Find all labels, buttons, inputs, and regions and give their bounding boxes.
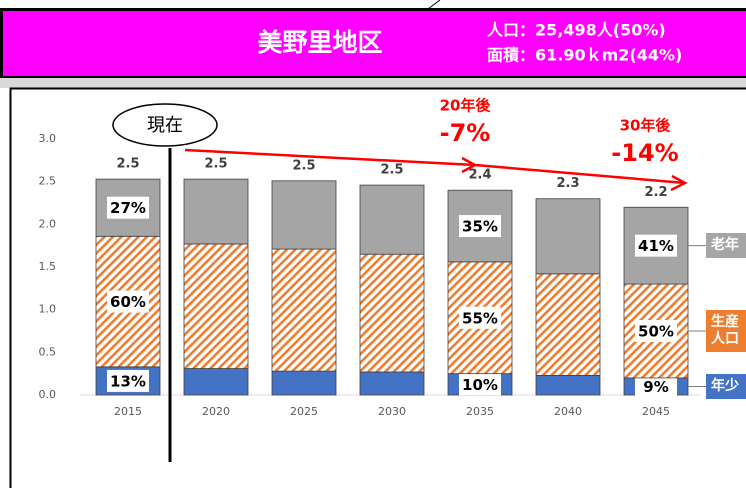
share-label-box <box>635 375 677 398</box>
now-bubble <box>112 103 218 147</box>
share-label: 35% <box>462 218 498 236</box>
share-label-box <box>459 373 501 396</box>
total-label: 2.5 <box>292 158 315 173</box>
total-label: 2.4 <box>468 168 491 183</box>
share-label: 13% <box>110 372 146 390</box>
y-tick-label: 3.0 <box>39 132 57 145</box>
y-tick-label: 0.0 <box>39 388 57 401</box>
y-tick-label: 2.0 <box>39 217 57 230</box>
trend-arrow-2 <box>474 163 686 185</box>
bar-segment <box>271 180 337 250</box>
legend-label: 年少 <box>706 373 746 399</box>
annotation: -7% <box>440 119 491 147</box>
share-label-box <box>635 234 677 257</box>
total-label: 2.3 <box>556 176 579 191</box>
share-label-box <box>107 369 149 392</box>
total-label: 2.5 <box>204 157 227 172</box>
share-label-box <box>459 215 501 238</box>
total-label: 2.5 <box>380 163 403 178</box>
bar-segment <box>359 253 425 373</box>
population: 人口：25,498人(50%) <box>487 21 666 40</box>
bar-segment <box>183 368 249 396</box>
x-tick-label: 2030 <box>378 405 406 418</box>
bar-segment <box>95 178 161 237</box>
share-label: 55% <box>462 309 498 327</box>
bar-segment <box>183 243 249 369</box>
share-label-box <box>459 306 501 329</box>
leader <box>427 0 441 10</box>
share-label: 9% <box>643 378 668 396</box>
bar-segment <box>359 371 425 396</box>
legend-label: 老年 <box>706 233 746 259</box>
share-label-box <box>635 320 677 342</box>
bar-segment <box>271 370 337 396</box>
area: 面積：61.90ｋm2(44%) <box>487 46 682 65</box>
bar-segment <box>535 198 601 275</box>
bar-segment <box>271 248 337 372</box>
now-label: 現在 <box>147 115 183 136</box>
bar-segment <box>359 184 425 255</box>
trend-arrow <box>184 148 476 167</box>
x-tick-label: 2035 <box>466 405 494 418</box>
x-tick-label: 2020 <box>202 405 230 418</box>
separator <box>0 78 746 88</box>
annotation: 30年後 <box>620 117 672 135</box>
annotation: -14% <box>611 139 678 167</box>
share-label: 41% <box>638 237 674 255</box>
x-tick-label: 2040 <box>554 405 582 418</box>
total-label: 2.2 <box>644 185 667 200</box>
share-label-box <box>107 196 149 219</box>
trend-head-2 <box>670 174 688 192</box>
share-label: 27% <box>110 199 146 217</box>
x-tick-label: 2025 <box>290 405 318 418</box>
header-title: 美野里地区 <box>257 28 382 57</box>
x-tick-label: 2045 <box>642 405 670 418</box>
bar-segment <box>183 178 249 245</box>
y-tick-label: 1.0 <box>39 303 57 316</box>
bar-segment <box>535 374 601 396</box>
bar-segment <box>535 273 601 376</box>
y-tick-label: 1.5 <box>39 260 57 273</box>
share-label-box <box>107 290 149 313</box>
y-tick-label: 2.5 <box>39 175 57 188</box>
share-label: 50% <box>638 323 674 341</box>
share-label: 10% <box>462 376 498 394</box>
y-tick-label: 0.5 <box>39 345 57 358</box>
total-label: 2.5 <box>116 157 139 172</box>
header-band <box>0 8 746 79</box>
share-label: 60% <box>110 293 146 311</box>
annotation: 20年後 <box>440 97 492 115</box>
x-tick-label: 2015 <box>114 405 142 418</box>
legend-label: 生産人口 <box>706 310 746 352</box>
